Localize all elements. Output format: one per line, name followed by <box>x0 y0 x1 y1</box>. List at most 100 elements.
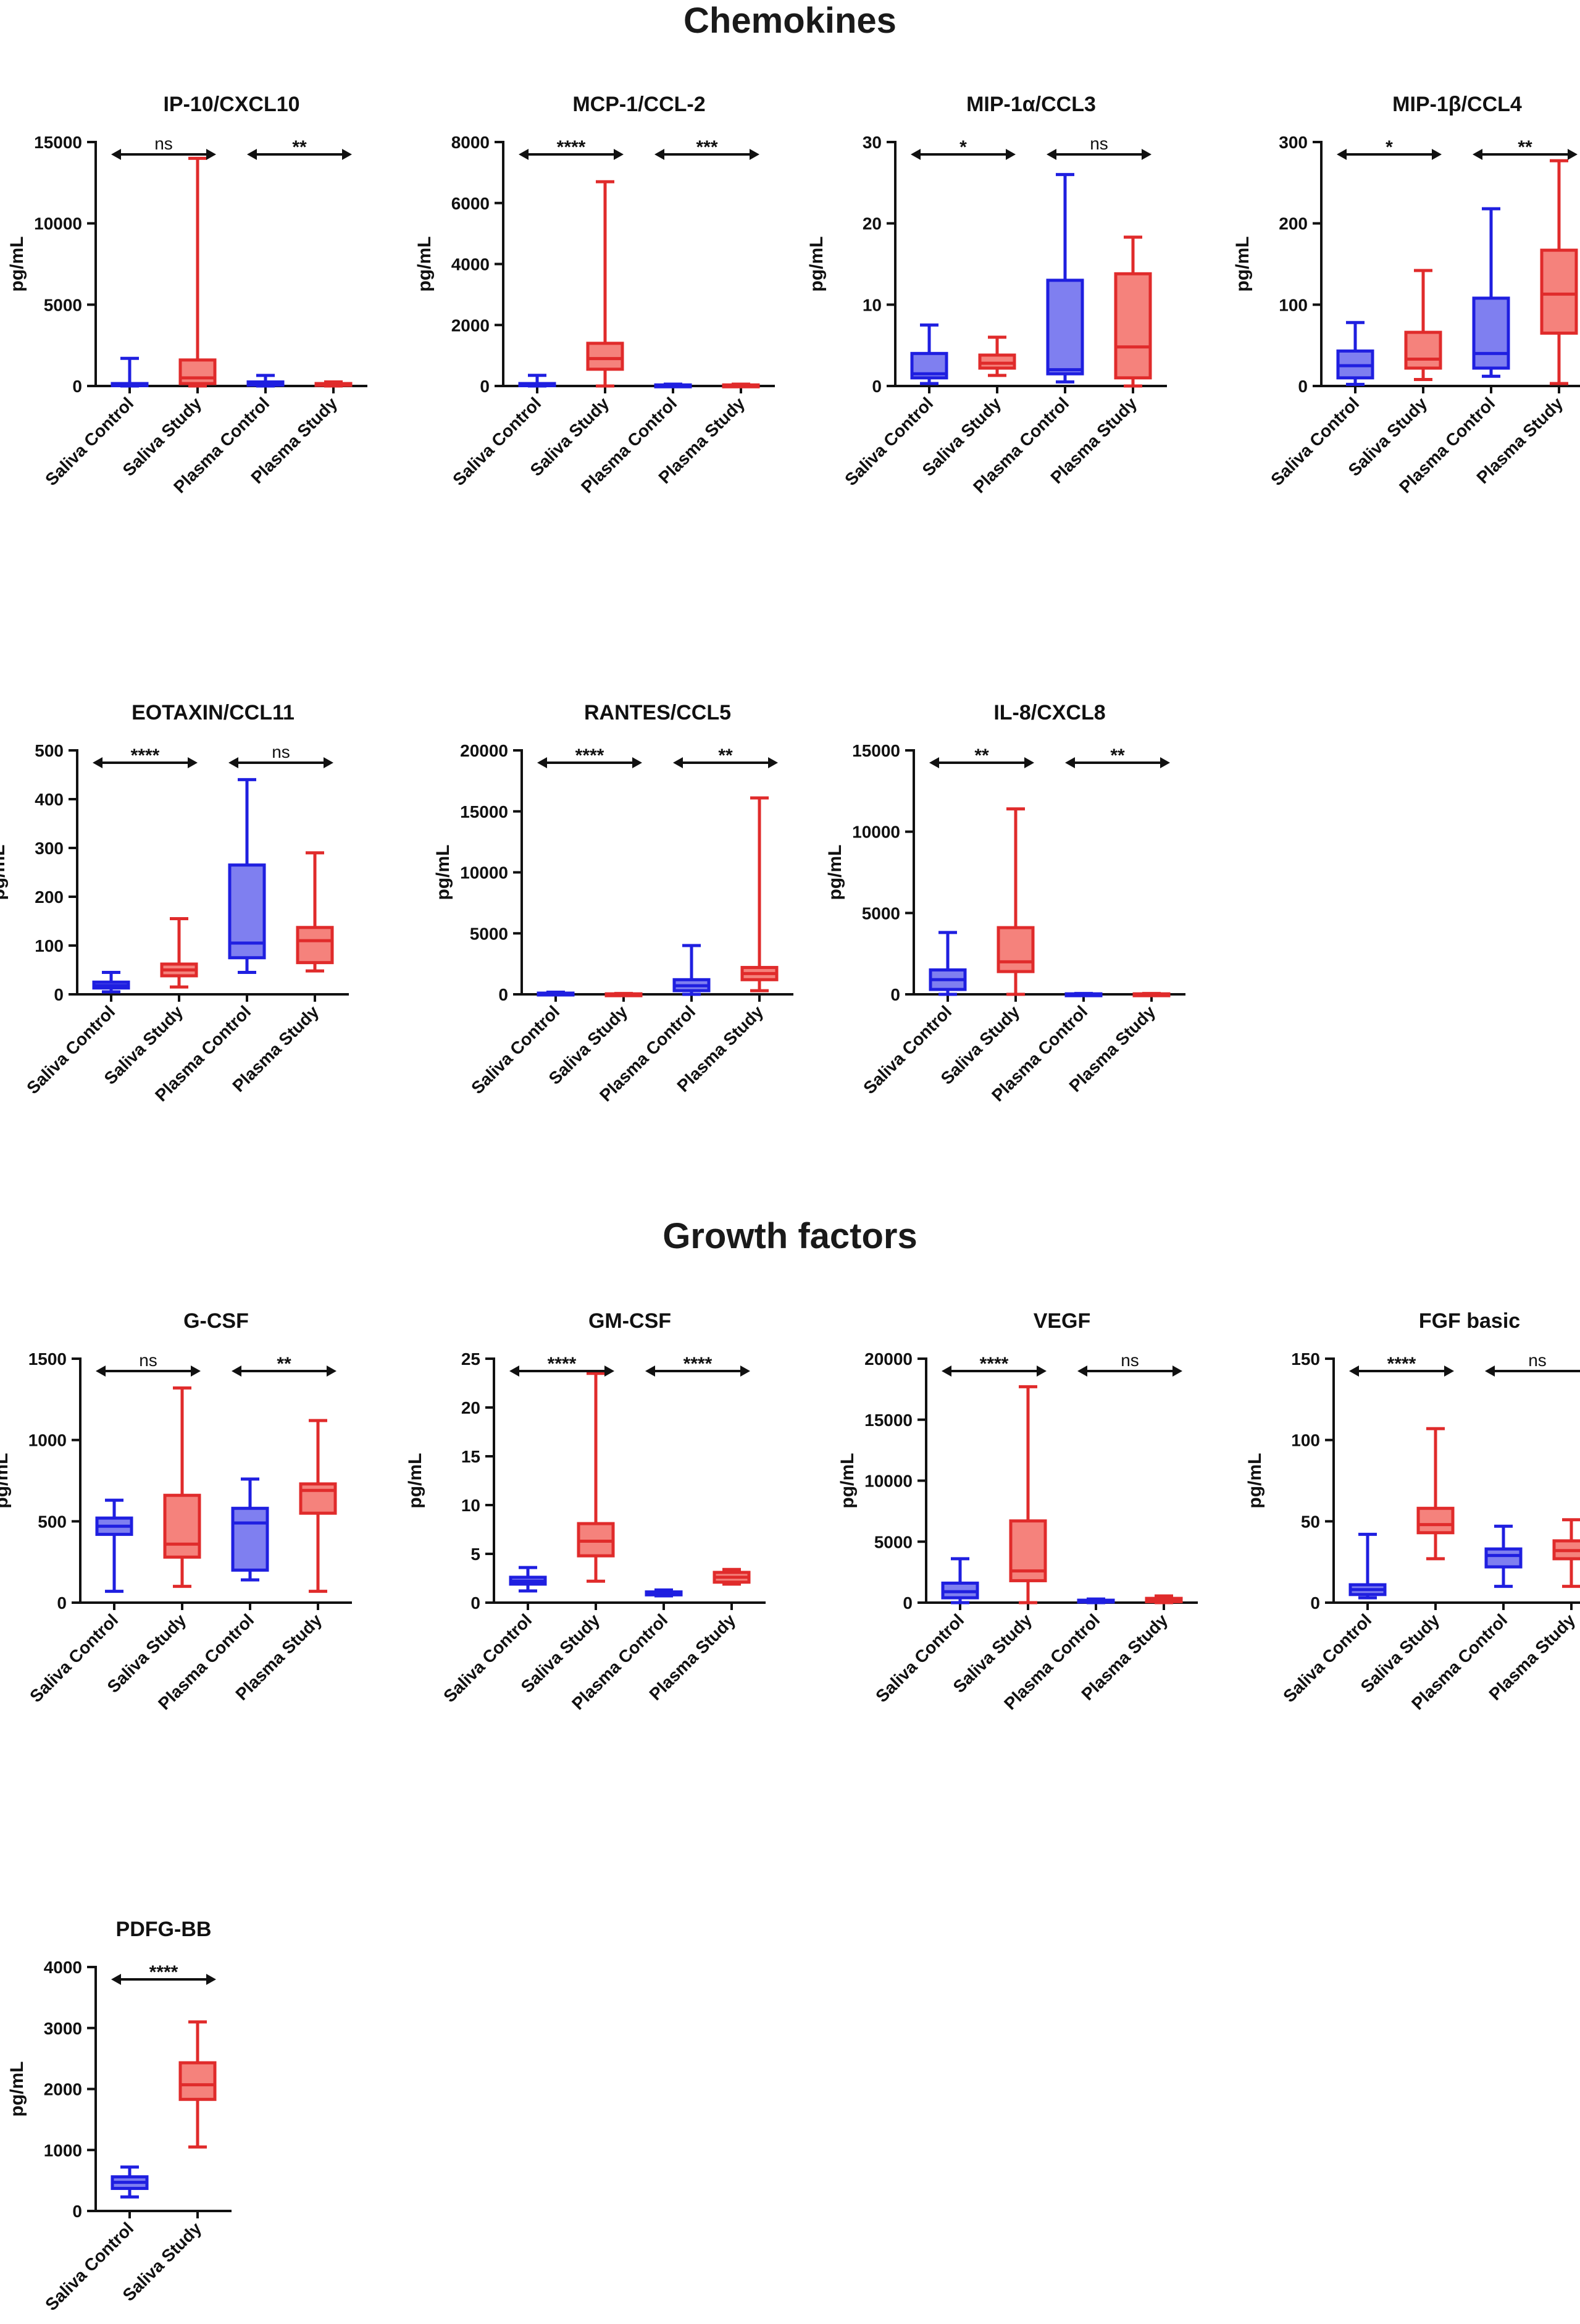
arrow-head-left <box>1337 149 1347 160</box>
arrow-head-right <box>604 1365 614 1377</box>
y-tick-label: 6000 <box>451 194 490 213</box>
chart-title: VEGF <box>1034 1309 1091 1333</box>
box-0 <box>910 323 948 385</box>
box-iqr <box>1416 1506 1455 1535</box>
y-tick-label: 20 <box>863 214 882 233</box>
box-0 <box>929 931 967 996</box>
significance-label: **** <box>557 137 586 157</box>
y-tick-label: 5000 <box>44 295 82 314</box>
arrow-head-right <box>327 1365 336 1377</box>
y-tick-label: 1000 <box>44 2141 82 2160</box>
significance-label: ** <box>1518 137 1532 157</box>
significance-1: ** <box>247 137 352 160</box>
box-iqr <box>299 1482 337 1515</box>
significance-label: **** <box>1387 1354 1416 1374</box>
significance-label: **** <box>131 745 160 766</box>
arrow-head-right <box>1444 1365 1454 1377</box>
box-0 <box>509 1566 547 1593</box>
x-tick-label: Saliva Control <box>23 1002 119 1097</box>
y-tick-label: 100 <box>1279 295 1308 314</box>
box-0 <box>1348 1532 1387 1600</box>
box-2 <box>1472 207 1510 378</box>
box-0 <box>941 1557 979 1605</box>
box-0 <box>92 970 130 994</box>
box-iqr <box>178 358 217 385</box>
chart-title: FGF basic <box>1419 1309 1520 1333</box>
significance-label: * <box>959 137 967 157</box>
arrow-head-left <box>673 757 683 768</box>
box-iqr <box>296 926 334 965</box>
box-iqr <box>231 1506 269 1572</box>
box-1 <box>577 1372 615 1583</box>
box-1 <box>997 807 1035 996</box>
significance-1: *** <box>654 137 759 160</box>
y-tick-label: 200 <box>1279 214 1308 233</box>
arrow-head-right <box>750 149 759 160</box>
y-tick-label: 0 <box>872 377 882 396</box>
y-tick-label: 3000 <box>44 2019 82 2038</box>
y-tick-label: 10 <box>863 295 882 314</box>
y-tick-label: 5000 <box>874 1532 913 1551</box>
chart-title: IP-10/CXCL10 <box>163 93 299 116</box>
x-tick-label: Saliva Control <box>440 1610 535 1706</box>
chart-title: IL-8/CXCL8 <box>993 701 1105 724</box>
chart-9: VEGF pg/mL 0 5000 10000 15000 20000 Saliva Cont… <box>837 1309 1198 1713</box>
y-tick-label: 5000 <box>470 924 508 943</box>
significance-0: **** <box>942 1354 1047 1377</box>
box-0 <box>95 1498 133 1593</box>
box-2 <box>654 382 692 388</box>
box-1 <box>586 180 624 388</box>
arrow-head-left <box>232 1365 241 1377</box>
chart-6: IL-8/CXCL8 pg/mL 0 5000 10000 15000 Saliva Con… <box>825 701 1185 1105</box>
chart-title: MCP-1/CCL-2 <box>572 93 705 116</box>
significance-1: ** <box>232 1354 336 1377</box>
significance-label: **** <box>149 1962 178 1982</box>
arrow-head-right <box>1432 149 1442 160</box>
significance-label: *** <box>696 137 717 157</box>
significance-label: * <box>1386 137 1393 157</box>
box-iqr <box>1484 1547 1523 1569</box>
x-tick-label: Saliva Control <box>859 1002 955 1097</box>
y-tick-label: 50 <box>1301 1512 1320 1531</box>
significance-label: ** <box>277 1354 291 1374</box>
box-3 <box>1540 159 1578 385</box>
arrow-head-right <box>740 1365 750 1377</box>
box-iqr <box>1404 330 1442 370</box>
box-iqr <box>997 926 1035 973</box>
significance-0: **** <box>111 1962 216 1985</box>
arrow-head-left <box>537 757 547 768</box>
significance-label: ** <box>1110 745 1125 766</box>
arrow-head-right <box>324 757 333 768</box>
arrow-head-left <box>911 149 921 160</box>
arrow-head-right <box>1172 1365 1182 1377</box>
y-tick-label: 500 <box>38 1512 67 1531</box>
box-2 <box>1484 1524 1523 1588</box>
significance-0: ns <box>96 1351 201 1377</box>
chart-3: MIP-1β/CCL4 pg/mL 0 100 200 300 Saliva Control… <box>1232 93 1580 497</box>
significance-label: ** <box>292 137 307 157</box>
y-tick-label: 15000 <box>460 802 508 821</box>
box-1 <box>1404 269 1442 381</box>
arrow-head-right <box>191 1365 201 1377</box>
box-3 <box>722 382 760 388</box>
significance-label: **** <box>548 1354 577 1374</box>
chart-0: IP-10/CXCL10 pg/mL 0 5000 10000 15000 Saliva C… <box>7 93 367 497</box>
chart-title: EOTAXIN/CCL11 <box>132 701 295 724</box>
arrow-head-left <box>645 1365 655 1377</box>
y-tick-label: 0 <box>498 985 508 1004</box>
y-tick-label: 150 <box>1291 1349 1320 1369</box>
x-tick-label: Saliva Control <box>41 2218 137 2314</box>
box-2 <box>231 1477 269 1582</box>
y-tick-label: 500 <box>35 741 64 760</box>
y-tick-label: 4000 <box>44 1958 82 1977</box>
significance-label: ns <box>1528 1351 1547 1370</box>
arrow-head-right <box>1160 757 1170 768</box>
y-tick-label: 0 <box>1310 1593 1320 1613</box>
arrow-head-left <box>519 149 529 160</box>
section-title-growth-factors: Growth factors <box>663 1216 917 1256</box>
chart-title: G-CSF <box>183 1309 249 1333</box>
significance-1: **** <box>645 1354 750 1377</box>
y-tick-label: 5 <box>470 1545 480 1564</box>
